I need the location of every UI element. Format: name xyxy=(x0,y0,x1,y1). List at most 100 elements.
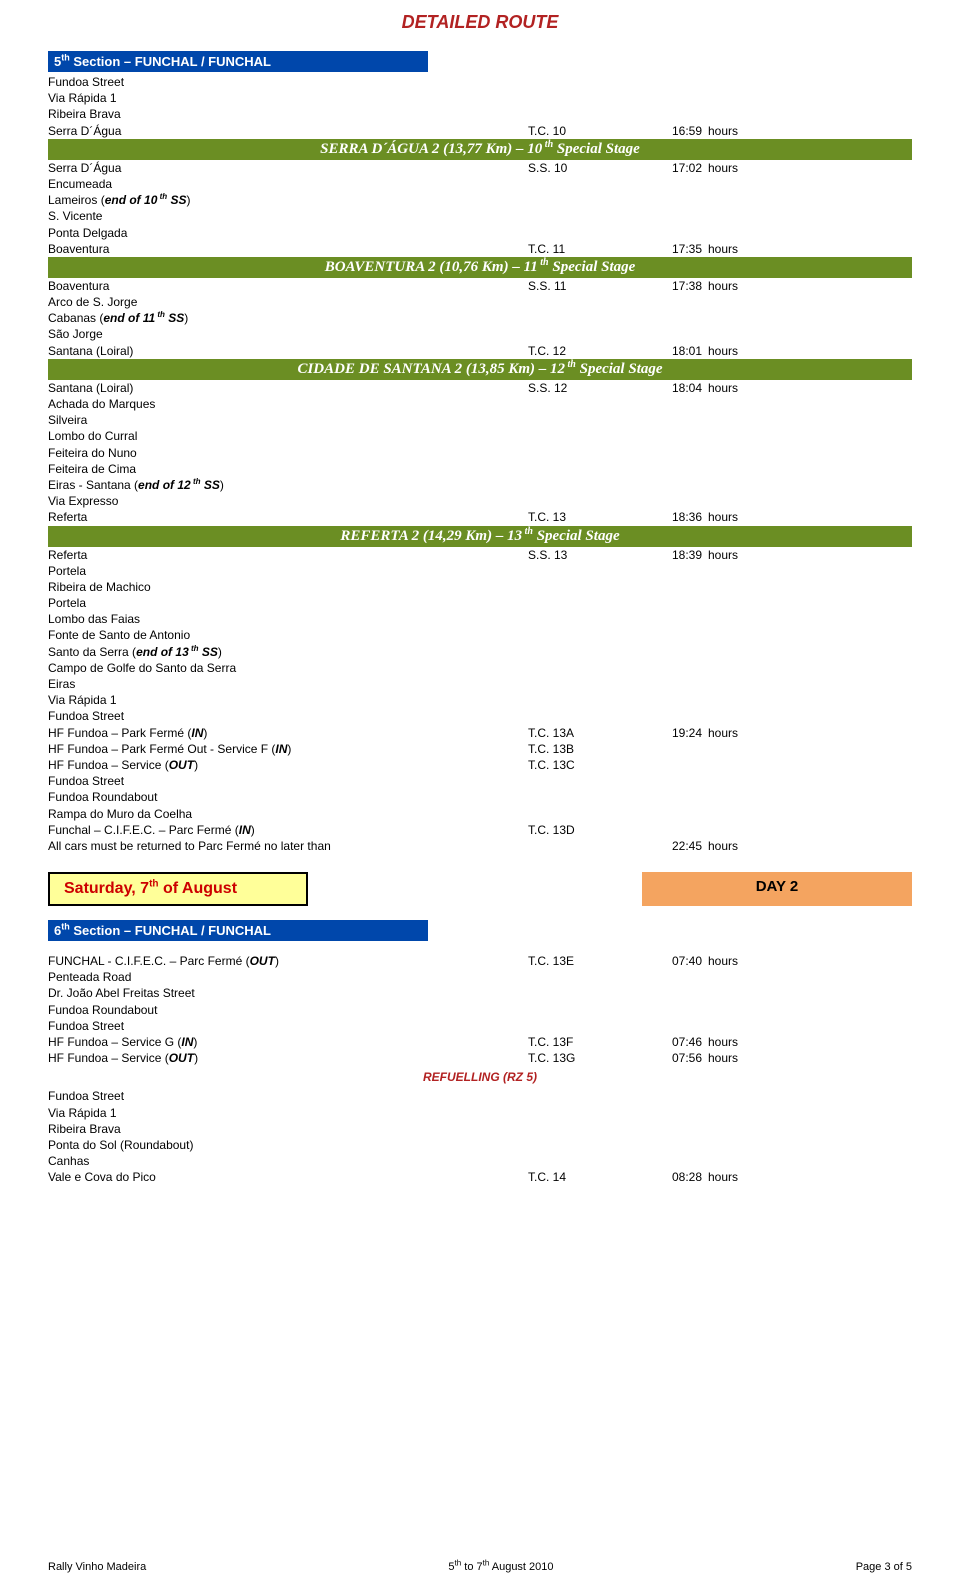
route-unit: hours xyxy=(708,509,768,525)
route-unit xyxy=(708,74,768,90)
route-location: Portela xyxy=(48,563,528,579)
route-code xyxy=(528,428,638,444)
route-time xyxy=(638,192,708,208)
route-row: Serra D´ÁguaT.C. 1016:59hours xyxy=(48,123,912,139)
route-time: 18:01 xyxy=(638,343,708,359)
route-location: Arco de S. Jorge xyxy=(48,294,528,310)
route-unit xyxy=(708,310,768,326)
route-unit xyxy=(708,1105,768,1121)
route-unit xyxy=(708,676,768,692)
route-unit: hours xyxy=(708,241,768,257)
route-time: 19:24 xyxy=(638,725,708,741)
route-time: 18:36 xyxy=(638,509,708,525)
route-location: HF Fundoa – Park Fermé (IN) xyxy=(48,725,528,741)
route-code xyxy=(528,1002,638,1018)
route-time xyxy=(638,660,708,676)
route-code xyxy=(528,692,638,708)
route-row: BoaventuraT.C. 1117:35hours xyxy=(48,241,912,257)
day-label: Saturday, 7th of August xyxy=(48,872,308,906)
route-row: Dr. João Abel Freitas Street xyxy=(48,985,912,1001)
route-code xyxy=(528,176,638,192)
route-location: Campo de Golfe do Santo da Serra xyxy=(48,660,528,676)
route-time xyxy=(638,1088,708,1104)
route-location: Via Rápida 1 xyxy=(48,90,528,106)
route-unit xyxy=(708,789,768,805)
route-time xyxy=(638,1105,708,1121)
route-code xyxy=(528,563,638,579)
route-location: Santo da Serra (end of 13 th SS) xyxy=(48,644,528,660)
route-unit xyxy=(708,708,768,724)
route-unit xyxy=(708,627,768,643)
route-code xyxy=(528,74,638,90)
route-location: Ponta do Sol (Roundabout) xyxy=(48,1137,528,1153)
route-location: Via Rápida 1 xyxy=(48,1105,528,1121)
route-location: Canhas xyxy=(48,1153,528,1169)
route-code: T.C. 13G xyxy=(528,1050,638,1066)
route-code xyxy=(528,660,638,676)
route-unit xyxy=(708,595,768,611)
route-row: Santana (Loiral)S.S. 1218:04hours xyxy=(48,380,912,396)
route-code xyxy=(528,985,638,1001)
route-unit xyxy=(708,208,768,224)
route-location: São Jorge xyxy=(48,326,528,342)
route-code xyxy=(528,461,638,477)
route-unit xyxy=(708,176,768,192)
route-unit xyxy=(708,106,768,122)
route-time xyxy=(638,326,708,342)
route-row: Fonte de Santo de Antonio xyxy=(48,627,912,643)
route-location: Fundoa Street xyxy=(48,708,528,724)
route-row: Vale e Cova do PicoT.C. 1408:28hours xyxy=(48,1169,912,1185)
route-row: HF Fundoa – Service G (IN)T.C. 13F07:46h… xyxy=(48,1034,912,1050)
route-unit: hours xyxy=(708,1050,768,1066)
route-code: T.C. 13A xyxy=(528,725,638,741)
route-row: Penteada Road xyxy=(48,969,912,985)
route-location: Ponta Delgada xyxy=(48,225,528,241)
route-location: Penteada Road xyxy=(48,969,528,985)
route-row: São Jorge xyxy=(48,326,912,342)
route-code: T.C. 12 xyxy=(528,343,638,359)
route-code xyxy=(528,90,638,106)
route-row: HF Fundoa – Park Fermé (IN)T.C. 13A19:24… xyxy=(48,725,912,741)
route-unit xyxy=(708,1088,768,1104)
route-time xyxy=(638,985,708,1001)
route-row: Santo da Serra (end of 13 th SS) xyxy=(48,644,912,660)
route-code xyxy=(528,969,638,985)
route-location: Via Expresso xyxy=(48,493,528,509)
route-row: BoaventuraS.S. 1117:38hours xyxy=(48,278,912,294)
route-location: HF Fundoa – Service (OUT) xyxy=(48,1050,528,1066)
route-unit xyxy=(708,90,768,106)
route-unit: hours xyxy=(708,380,768,396)
stage-13-bar: REFERTA 2 (14,29 Km) – 13 th Special Sta… xyxy=(48,526,912,547)
route-code: S.S. 13 xyxy=(528,547,638,563)
route-time xyxy=(638,106,708,122)
route-row: Via Rápida 1 xyxy=(48,90,912,106)
route-row: Canhas xyxy=(48,1153,912,1169)
route-location: Santana (Loiral) xyxy=(48,343,528,359)
route-time xyxy=(638,477,708,493)
route-code xyxy=(528,445,638,461)
route-unit xyxy=(708,477,768,493)
route-row: Fundoa Street xyxy=(48,1018,912,1034)
route-code xyxy=(528,310,638,326)
route-row: Lameiros (end of 10 th SS) xyxy=(48,192,912,208)
route-unit xyxy=(708,579,768,595)
route-time xyxy=(638,822,708,838)
route-location: Silveira xyxy=(48,412,528,428)
route-code xyxy=(528,838,638,854)
route-time xyxy=(638,1002,708,1018)
route-row: Eiras xyxy=(48,676,912,692)
route-time: 17:02 xyxy=(638,160,708,176)
route-row: Silveira xyxy=(48,412,912,428)
route-unit: hours xyxy=(708,547,768,563)
route-code xyxy=(528,106,638,122)
route-code xyxy=(528,773,638,789)
route-time xyxy=(638,611,708,627)
route-unit: hours xyxy=(708,725,768,741)
route-row: Fundoa Roundabout xyxy=(48,789,912,805)
route-row: Lombo do Curral xyxy=(48,428,912,444)
refuelling-label: REFUELLING (RZ 5) xyxy=(48,1066,912,1088)
stage-12-bar: CIDADE DE SANTANA 2 (13,85 Km) – 12 th S… xyxy=(48,359,912,380)
route-code xyxy=(528,595,638,611)
route-location: Feiteira do Nuno xyxy=(48,445,528,461)
route-unit xyxy=(708,1018,768,1034)
